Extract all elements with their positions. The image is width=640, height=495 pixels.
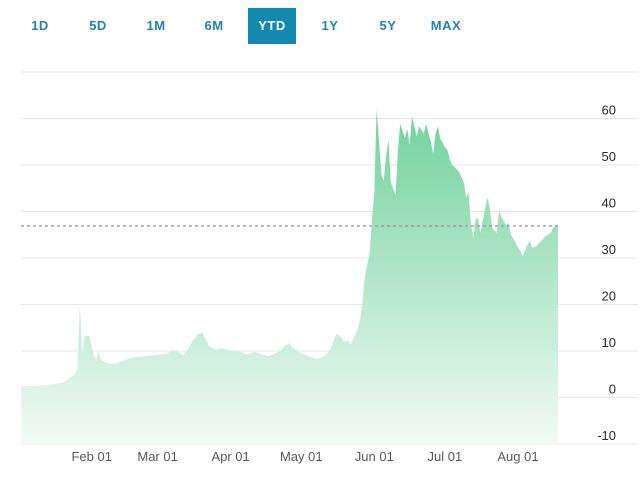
y-axis-label: -10 bbox=[597, 428, 616, 443]
tab-6m[interactable]: 6M bbox=[204, 18, 224, 33]
tab-1y[interactable]: 1Y bbox=[321, 18, 339, 33]
x-axis-label: Mar 01 bbox=[137, 449, 177, 464]
x-axis-label: Feb 01 bbox=[71, 449, 111, 464]
price-area-series bbox=[21, 109, 558, 444]
time-range-tabs: 1D 5D 1M 6M YTD 1Y 5Y MAX bbox=[16, 8, 470, 44]
tab-max[interactable]: MAX bbox=[430, 18, 462, 33]
tab-1d[interactable]: 1D bbox=[31, 18, 49, 33]
tab-5d[interactable]: 5D bbox=[89, 18, 107, 33]
tab-1m[interactable]: 1M bbox=[146, 18, 166, 33]
tab-5y[interactable]: 5Y bbox=[379, 18, 397, 33]
y-axis-label: 30 bbox=[602, 242, 616, 257]
y-axis-label: 60 bbox=[602, 103, 616, 118]
y-axis-label: 10 bbox=[602, 335, 616, 350]
y-axis-label: 0 bbox=[609, 382, 616, 397]
x-axis-label: May 01 bbox=[280, 449, 323, 464]
x-axis-label: Apr 01 bbox=[211, 449, 249, 464]
x-axis-label: Jun 01 bbox=[355, 449, 394, 464]
tab-ytd[interactable]: YTD bbox=[248, 8, 296, 44]
y-axis-label: 40 bbox=[602, 196, 616, 211]
x-axis-label: Jul 01 bbox=[428, 449, 463, 464]
y-axis-label: 50 bbox=[602, 149, 616, 164]
x-axis-label: Aug 01 bbox=[497, 449, 538, 464]
y-axis-label: 20 bbox=[602, 289, 616, 304]
